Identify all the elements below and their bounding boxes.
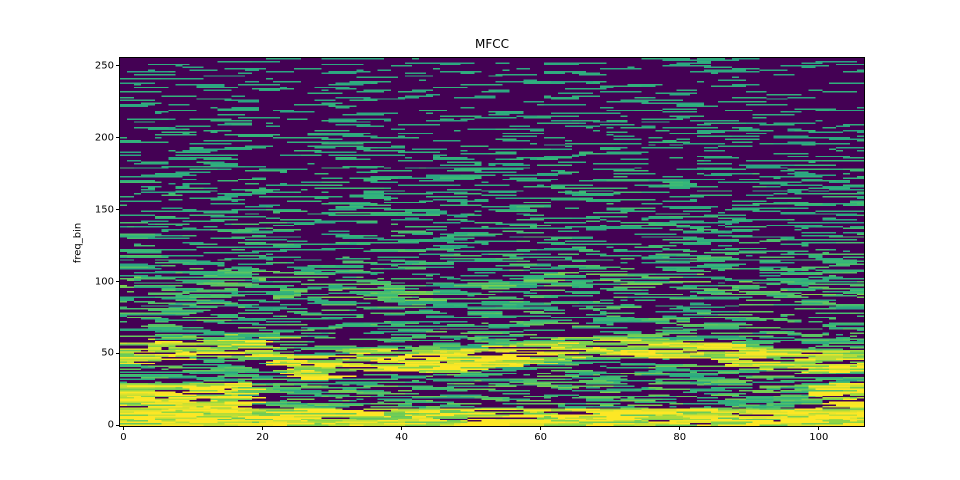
y-tick-mark xyxy=(116,209,120,211)
y-axis-label: freq_bin xyxy=(72,222,84,264)
heatmap-plot-area xyxy=(119,57,865,427)
x-tick-mark xyxy=(818,426,820,430)
x-tick-mark xyxy=(401,426,403,430)
y-tick-mark xyxy=(116,137,120,139)
x-tick-label: 100 xyxy=(809,432,829,443)
y-tick-label: 50 xyxy=(101,347,114,359)
y-tick-label: 250 xyxy=(94,60,114,72)
y-tick-label: 100 xyxy=(94,276,114,288)
y-tick-label: 0 xyxy=(107,419,114,431)
x-tick-label: 40 xyxy=(395,432,408,443)
y-tick-mark xyxy=(116,65,120,67)
x-tick-label: 80 xyxy=(673,432,687,443)
y-tick-mark xyxy=(116,352,120,354)
x-tick-label: 0 xyxy=(120,432,127,443)
x-tick-label: 20 xyxy=(256,432,269,443)
chart-title: MFCC xyxy=(474,37,509,51)
y-tick-label: 150 xyxy=(94,204,114,216)
y-tick-label: 200 xyxy=(94,132,114,144)
y-tick-mark xyxy=(116,424,120,426)
x-tick-label: 60 xyxy=(534,432,548,443)
x-tick-mark xyxy=(679,426,681,430)
y-tick-mark xyxy=(116,281,120,283)
x-tick-mark xyxy=(262,426,264,430)
heatmap-image xyxy=(120,58,864,426)
x-tick-mark xyxy=(122,426,124,430)
x-tick-mark xyxy=(540,426,542,430)
